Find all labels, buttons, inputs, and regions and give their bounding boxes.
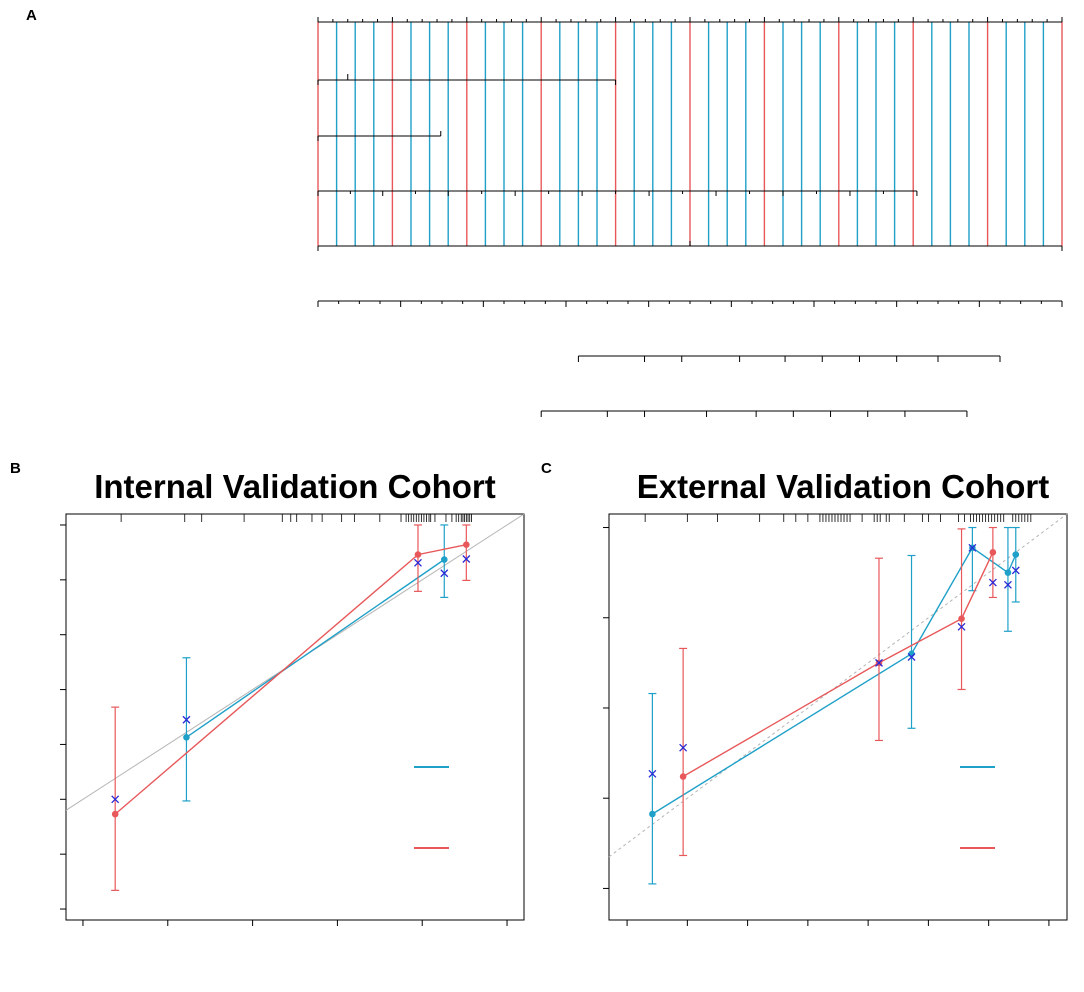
three_year-point	[111, 810, 119, 818]
external-chart-title: External Validation Cohort	[637, 468, 1050, 505]
five_year-point	[1012, 551, 1020, 558]
three_year-point	[989, 549, 997, 556]
five_year-point	[649, 810, 656, 818]
three_year-cross-marker	[414, 558, 422, 567]
internal-validation-chart	[60, 513, 525, 926]
three_year-cross-marker	[462, 555, 471, 563]
five_year-cross-marker	[1011, 566, 1020, 575]
three_year-cross-marker	[988, 578, 997, 587]
nomogram-panel	[317, 17, 1063, 417]
five_year-cross-marker	[1003, 580, 1012, 589]
panel-label-c: C	[541, 460, 552, 477]
five_year-point	[1004, 569, 1012, 576]
five_year-cross-marker	[440, 569, 449, 578]
three_year-cross-marker	[957, 622, 966, 631]
three_year-cross-marker	[875, 658, 883, 667]
five_year-point	[183, 734, 190, 741]
internal-chart-title: Internal Validation Cohort	[94, 468, 496, 505]
three_year-point	[463, 541, 470, 549]
five_year-cross-marker	[182, 715, 191, 724]
five_year-cross-marker	[648, 769, 657, 778]
three_year-point	[679, 773, 687, 780]
five_year-cross-marker	[968, 543, 977, 552]
three_year-point	[958, 615, 965, 622]
three_year-cross-marker	[111, 795, 120, 804]
plot-frame	[65, 513, 525, 921]
three_year-point	[414, 551, 422, 558]
five_year-point	[440, 556, 448, 563]
panel-label-a: A	[26, 7, 37, 24]
three_year-line	[682, 552, 994, 778]
panel-label-b: B	[10, 460, 21, 477]
plot-frame	[608, 513, 1068, 921]
five_year-cross-marker	[907, 653, 916, 661]
five_year-line	[186, 558, 445, 738]
three_year-cross-marker	[679, 743, 688, 752]
ideal-line	[608, 513, 1068, 858]
external-validation-chart	[603, 513, 1068, 926]
